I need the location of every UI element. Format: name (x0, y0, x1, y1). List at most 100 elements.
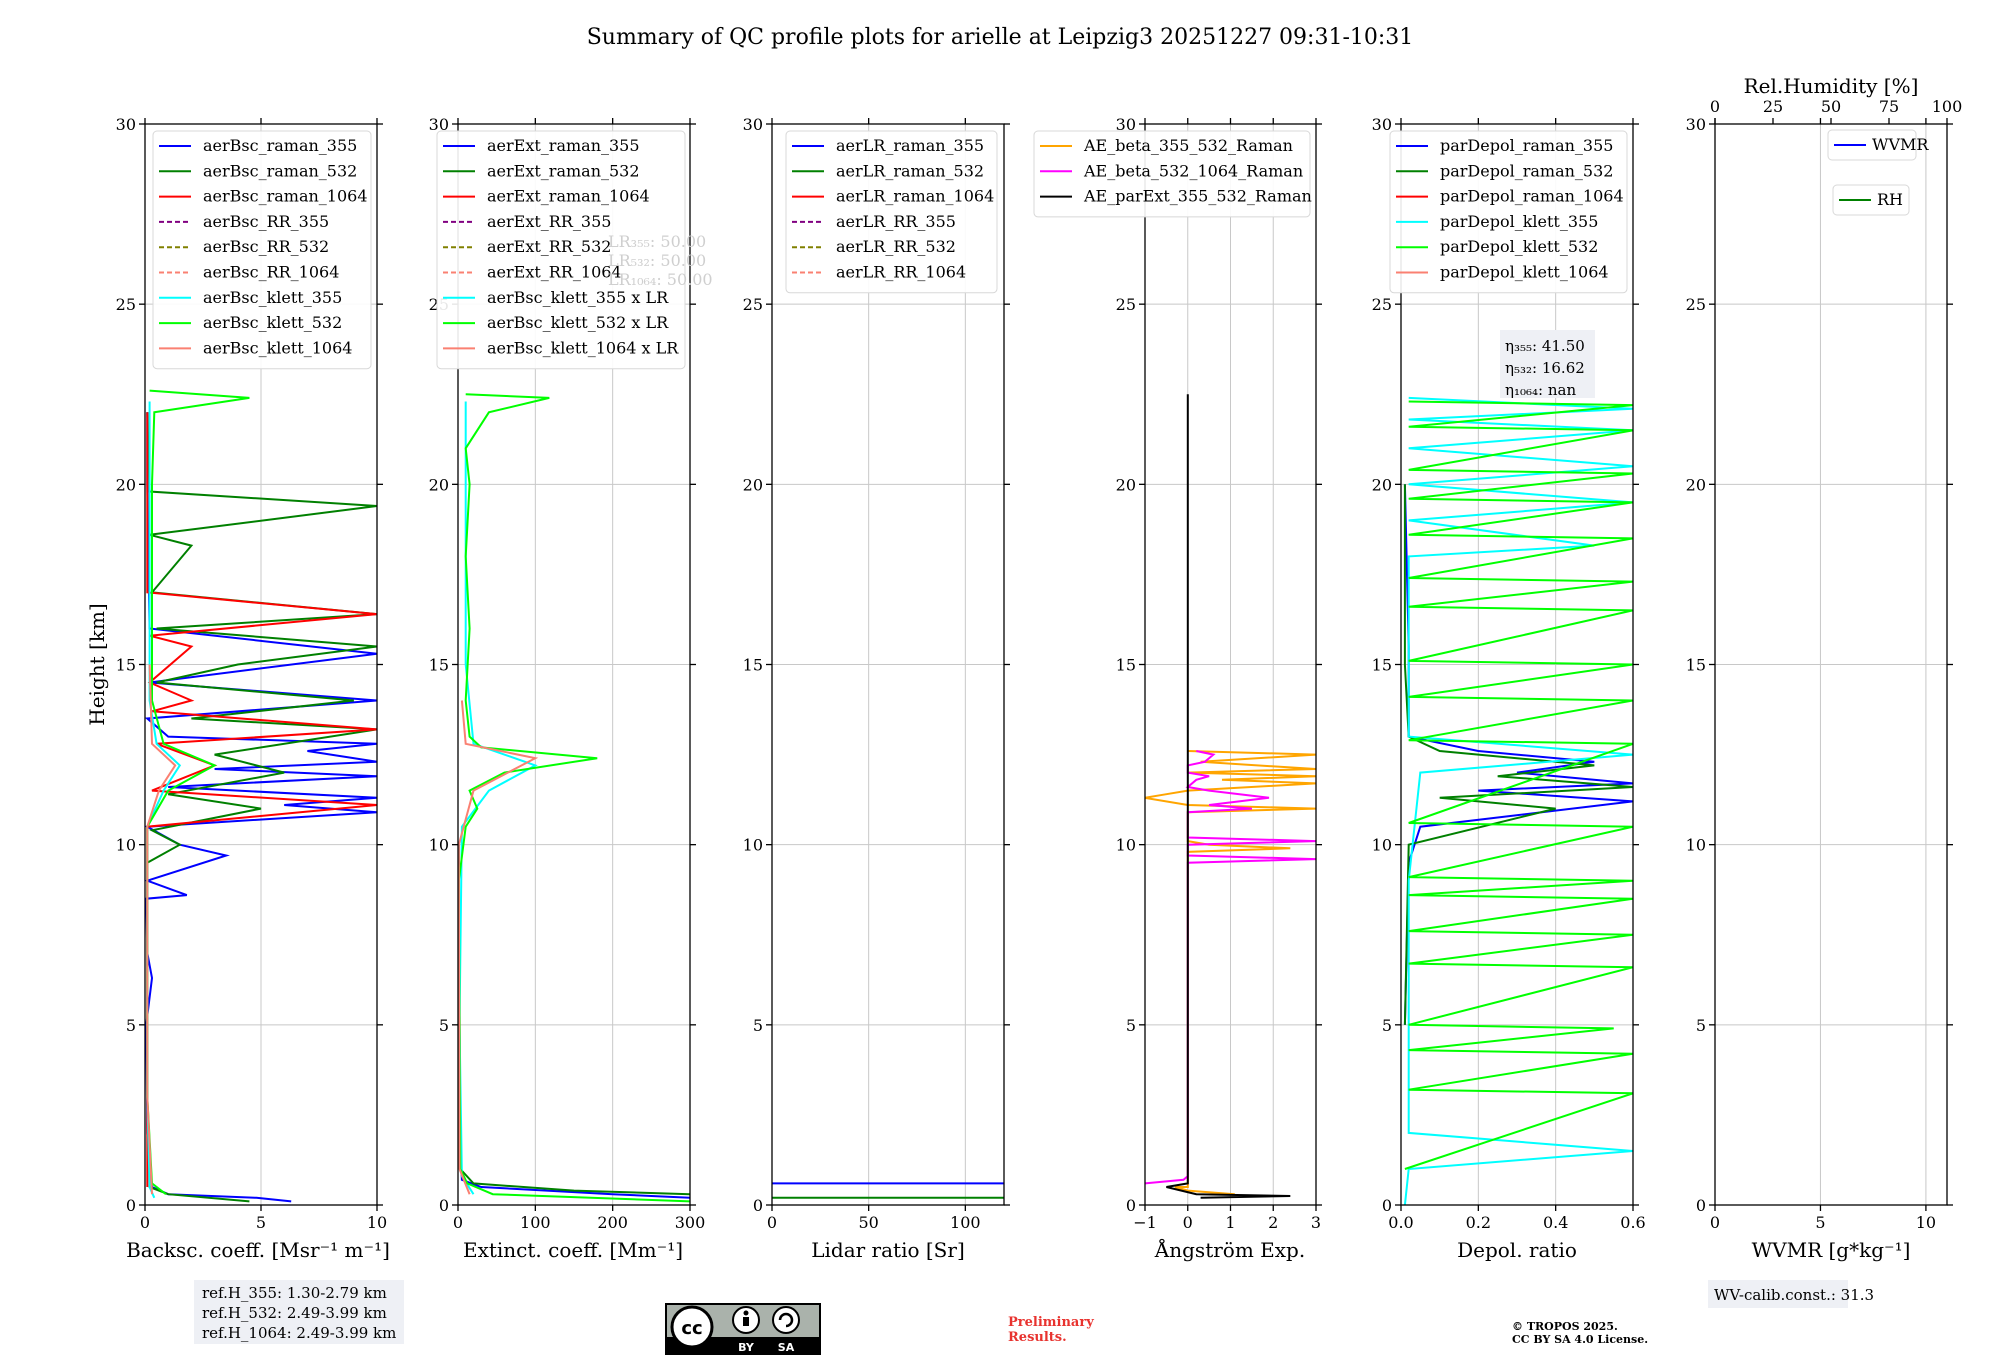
legend-label: RH (1877, 190, 1903, 209)
legend-label: aerBsc_RR_532 (203, 237, 329, 256)
y-tick-label: 25 (1372, 295, 1392, 314)
eta-value: η₁₀₆₄: nan (1505, 381, 1576, 399)
legend-label: aerExt_raman_1064 (487, 187, 650, 206)
figure-title: Summary of QC profile plots for arielle … (587, 25, 1414, 50)
x-tick-label: 1 (1225, 1213, 1235, 1232)
y-tick-label: 10 (743, 836, 763, 855)
y-tick-label: 20 (1372, 475, 1392, 494)
attribution-icon-body (743, 1317, 749, 1326)
panel-lidar_ratio: 0 5 10 15 20 25 30 0 50 100 Lidar ratio [Sr] aerLR_… (743, 115, 1010, 1262)
y-axis-label: Height [km] (85, 603, 109, 725)
series-group (772, 1182, 1004, 1199)
series-group (1145, 394, 1316, 1199)
wv-calib-bg (1708, 1280, 1848, 1308)
series-line-aerBsc_raman_532 (146, 412, 377, 1203)
legend-label: AE_beta_532_1064_Raman (1083, 161, 1303, 180)
cc-license-badge: cc BY SA (665, 1303, 821, 1355)
y-tick-label: 25 (743, 295, 763, 314)
y-tick-label: 5 (439, 1016, 449, 1035)
lr-overlay-text: LR₁₀₆₄: 50.00 (608, 270, 713, 289)
x-tick-label: 300 (675, 1213, 706, 1232)
x-tick-label: 10 (1916, 1213, 1936, 1232)
y-tick-label: 5 (1696, 1016, 1706, 1035)
legend-label: aerBsc_klett_532 x LR (487, 313, 669, 332)
x-tick-label: 2 (1268, 1213, 1278, 1232)
legend-label: AE_beta_355_532_Raman (1083, 136, 1293, 155)
x-axis-label: Ångström Exp. (1154, 1237, 1305, 1262)
x-tick-label: 0 (1183, 1213, 1193, 1232)
legend-label: aerBsc_RR_355 (203, 212, 329, 231)
panel-depolarization: 0 5 10 15 20 25 30 0.0 0.2 0.4 0.6 Depol. ratio parD… (1372, 115, 1646, 1262)
legend-label: aerBsc_RR_1064 (203, 263, 339, 282)
x-tick-label: 0 (140, 1213, 150, 1232)
series-line-parDepol_klett_532 (1404, 400, 1633, 1170)
x-tick-label: 100 (950, 1213, 981, 1232)
legend-label: aerBsc_klett_355 x LR (487, 288, 669, 307)
copyright-line: © TROPOS 2025. (1512, 1320, 1618, 1333)
y-tick-label: 15 (1116, 656, 1136, 675)
ref-height-box: ref.H_355: 1.30-2.79 km ref.H_532: 2.49-… (194, 1280, 404, 1344)
legend-frame (1827, 129, 1917, 161)
legend-label: aerExt_RR_355 (487, 212, 611, 231)
y-tick-label: 5 (1382, 1016, 1392, 1035)
preliminary-label: Preliminary (1008, 1315, 1094, 1330)
y-tick-label: 15 (1372, 656, 1392, 675)
x-tick-label: 0.4 (1543, 1213, 1568, 1232)
legend-label: parDepol_raman_1064 (1440, 187, 1624, 206)
legend-frame (436, 130, 686, 370)
series-line-parDepol_raman_355 (1403, 484, 1633, 1025)
legend-label: parDepol_klett_532 (1440, 237, 1598, 256)
x-tick-label: 0.2 (1466, 1213, 1491, 1232)
series-group (458, 393, 690, 1203)
legend-label: parDepol_raman_532 (1440, 161, 1613, 180)
y-tick-label: 0 (126, 1196, 136, 1215)
legend-box: aerLR_raman_355 aerLR_raman_532 aerLR_rama… (785, 130, 998, 294)
y-tick-label: 10 (429, 836, 449, 855)
x-axis-label: WVMR [g*kg⁻¹] (1752, 1238, 1911, 1262)
legend-label: aerBsc_klett_1064 x LR (487, 338, 679, 357)
share-alike-icon (772, 1306, 800, 1334)
y-tick-label: 20 (1116, 475, 1136, 494)
x-axis-label: Extinct. coeff. [Mm⁻¹] (463, 1238, 683, 1262)
y-tick-label: 30 (429, 115, 449, 134)
y-tick-label: 15 (743, 656, 763, 675)
legend-label: aerBsc_raman_1064 (203, 187, 368, 206)
top-x-tick-label: 75 (1879, 97, 1899, 116)
wv-calib-const: WV-calib.const.: 31.3 (1714, 1286, 1874, 1304)
legend-label: parDepol_raman_355 (1440, 136, 1613, 155)
x-tick-label: 100 (520, 1213, 551, 1232)
cc-by-label: BY (738, 1341, 755, 1354)
y-tick-label: 10 (116, 836, 136, 855)
series-line-aerBsc_klett_355 (146, 401, 182, 1199)
cc-logo-letters: cc (681, 1318, 702, 1339)
legend-label: aerExt_RR_1064 (487, 263, 622, 282)
legend-label: aerLR_RR_532 (836, 237, 956, 256)
y-tick-label: 25 (116, 295, 136, 314)
legend-box-RH: RH (1832, 184, 1910, 216)
top-x-axis-label: Rel.Humidity [%] (1744, 74, 1919, 98)
y-tick-label: 20 (1686, 475, 1706, 494)
legend-label: aerBsc_klett_1064 (203, 338, 352, 357)
y-tick-label: 25 (1116, 295, 1136, 314)
series-line-aerBsc_klett_1064 (146, 664, 177, 1195)
ref-height-1064: ref.H_1064: 2.49-3.99 km (202, 1324, 396, 1342)
legend-label: aerLR_RR_355 (836, 212, 956, 231)
y-tick-label: 20 (429, 475, 449, 494)
results-label: Results. (1008, 1330, 1067, 1345)
y-tick-label: 10 (1686, 836, 1706, 855)
top-x-tick-label: 100 (1932, 97, 1963, 116)
y-tick-label: 30 (1116, 115, 1136, 134)
series-line-aerExt_raman_532 (458, 844, 690, 1196)
y-tick-label: 30 (1372, 115, 1392, 134)
y-tick-label: 30 (743, 115, 763, 134)
x-tick-label: 3 (1311, 1213, 1321, 1232)
y-tick-label: 0 (1126, 1196, 1136, 1215)
y-tick-label: 30 (116, 115, 136, 134)
legend-box: aerBsc_raman_355 aerBsc_raman_532 aerBsc_r… (152, 130, 372, 370)
legend-label: aerBsc_klett_355 (203, 288, 342, 307)
series-line-aerBsc_klett_532 x LR (458, 393, 690, 1203)
y-tick-label: 0 (439, 1196, 449, 1215)
share-alike-arrow (778, 1312, 794, 1328)
legend-frame (1033, 130, 1311, 218)
